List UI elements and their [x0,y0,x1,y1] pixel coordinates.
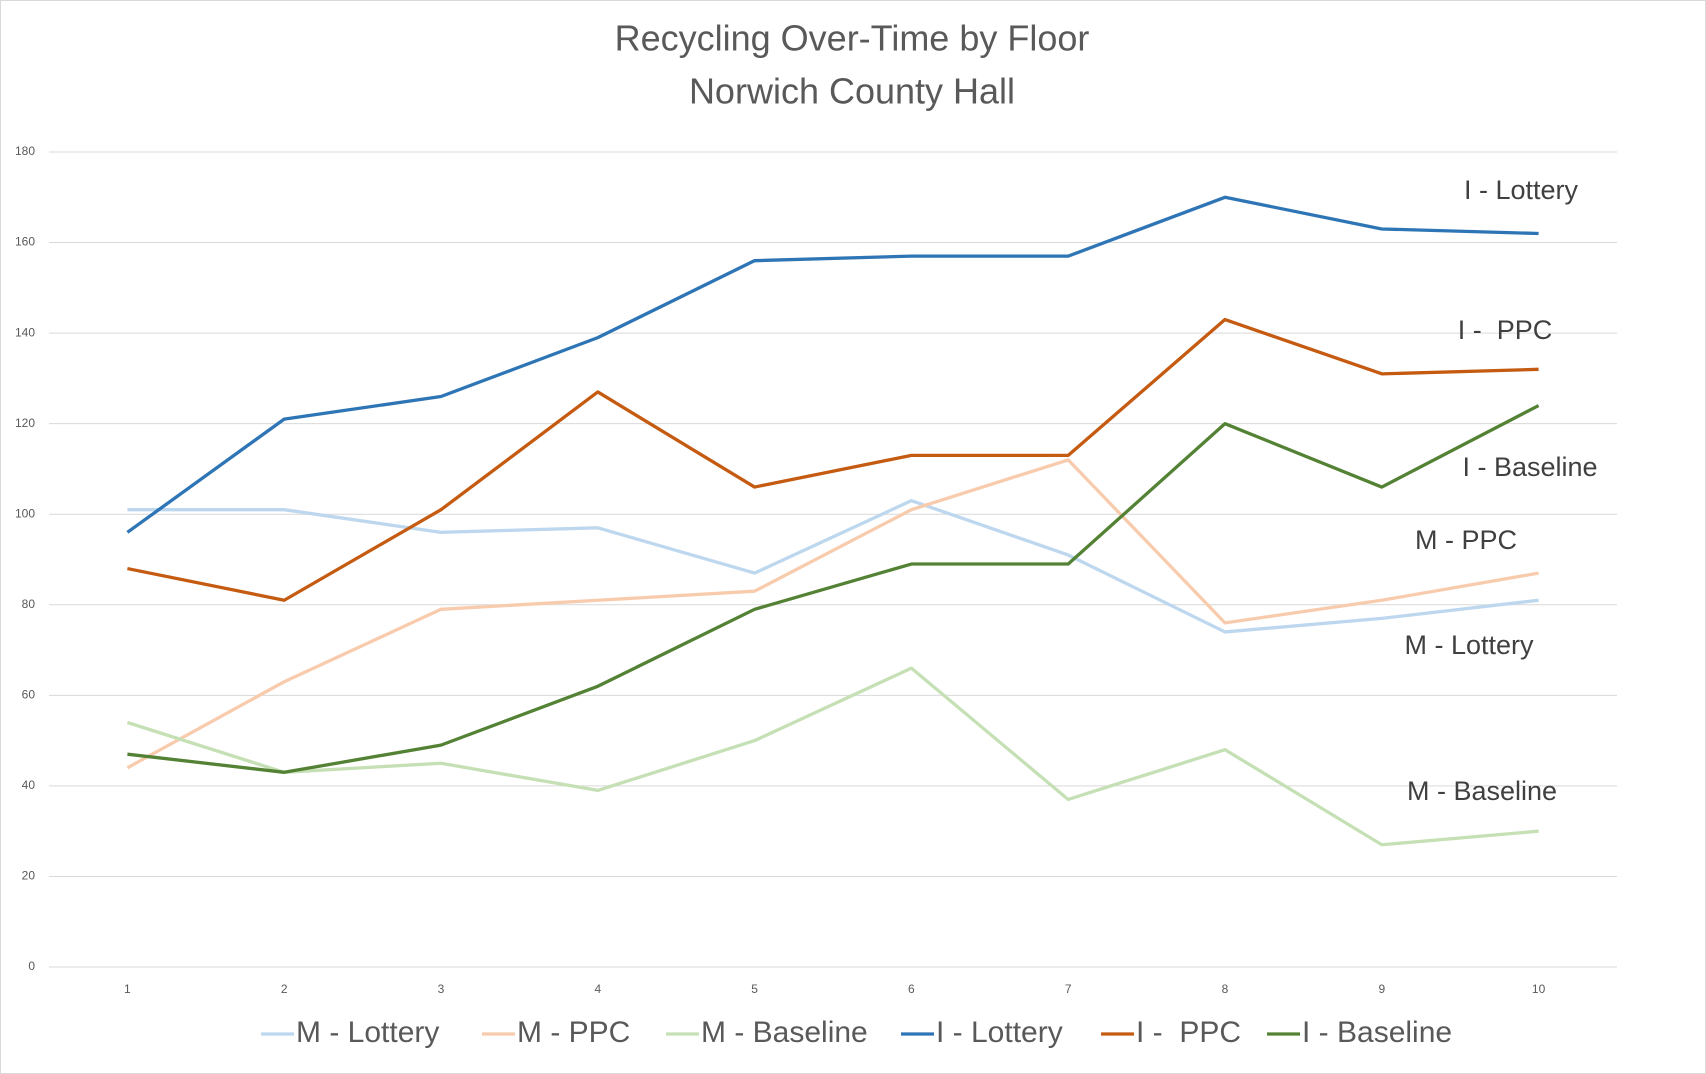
annotation: I - Lottery [1464,175,1579,205]
y-tick-label: 60 [22,688,36,702]
y-tick-label: 180 [15,144,35,158]
legend-label: I - Lottery [936,1016,1063,1049]
y-tick-label: 0 [28,959,35,973]
y-tick-label: 160 [15,235,35,249]
y-tick-label: 20 [22,869,36,883]
y-tick-label: 100 [15,506,35,520]
series-line [127,317,1539,602]
legend-label: M - PPC [517,1016,630,1049]
legend-label: M - Lottery [296,1016,439,1049]
annotation: M - Baseline [1407,776,1557,806]
annotation: I - PPC [1458,315,1553,345]
x-tick-label: 1 [124,982,131,996]
x-tick-label: 8 [1222,982,1229,996]
x-tick-label: 2 [281,982,288,996]
legend-label: I - Baseline [1302,1016,1452,1049]
y-tick-label: 140 [15,325,35,339]
annotation: M - PPC [1415,525,1517,555]
chart-title: Recycling Over-Time by Floor [615,18,1090,59]
x-tick-label: 3 [438,982,445,996]
series-line [127,404,1540,774]
y-tick-label: 80 [22,597,36,611]
series-line [126,666,1539,847]
chart-subtitle: Norwich County Hall [689,71,1015,112]
series-line [126,195,1539,534]
x-tick-label: 5 [751,982,758,996]
series-line [126,458,1539,770]
x-tick-label: 6 [908,982,915,996]
legend-label: M - Baseline [701,1016,868,1049]
y-tick-label: 40 [22,778,36,792]
series-line [127,498,1539,634]
x-tick-label: 7 [1065,982,1072,996]
annotation: I - Baseline [1462,452,1597,482]
x-tick-label: 4 [594,982,601,996]
x-tick-label: 10 [1532,982,1546,996]
x-tick-label: 9 [1378,982,1385,996]
legend-label: I - PPC [1136,1016,1241,1049]
annotation: M - Lottery [1404,630,1534,660]
y-tick-label: 120 [15,416,35,430]
